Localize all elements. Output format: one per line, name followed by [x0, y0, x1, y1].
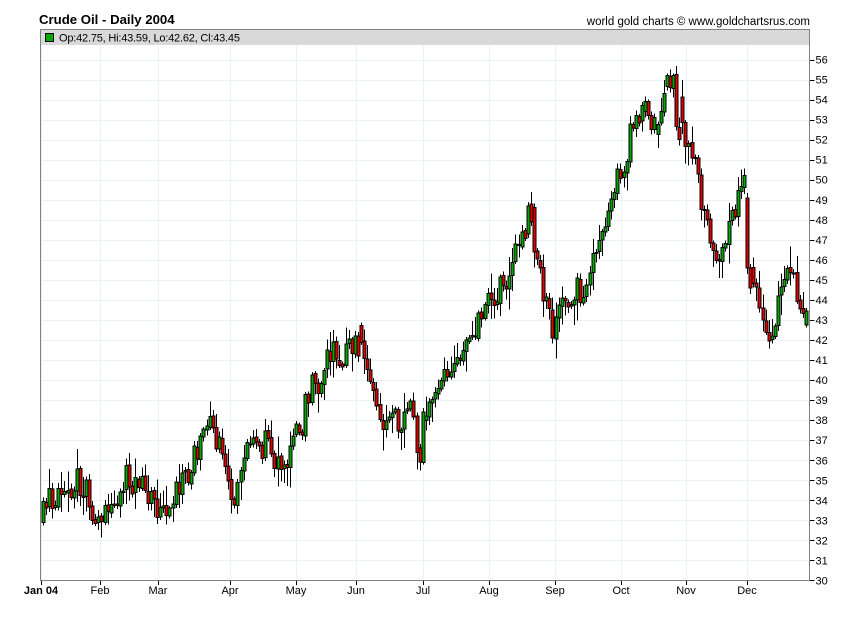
svg-text:Nov: Nov: [676, 585, 696, 597]
svg-text:Jul: Jul: [416, 585, 430, 597]
svg-text:Aug: Aug: [479, 585, 499, 597]
svg-text:56: 56: [816, 55, 828, 67]
svg-text:40: 40: [816, 375, 828, 387]
svg-text:35: 35: [816, 475, 828, 487]
svg-text:38: 38: [816, 415, 828, 427]
svg-text:Mar: Mar: [149, 585, 168, 597]
svg-text:50: 50: [816, 175, 828, 187]
svg-text:Sep: Sep: [545, 585, 565, 597]
svg-text:Crude Oil - Daily 2004: Crude Oil - Daily 2004: [39, 12, 175, 27]
svg-text:May: May: [286, 585, 307, 597]
svg-text:52: 52: [816, 135, 828, 147]
svg-text:31: 31: [816, 556, 828, 568]
svg-text:49: 49: [816, 195, 828, 207]
svg-text:41: 41: [816, 355, 828, 367]
svg-text:Feb: Feb: [91, 585, 110, 597]
svg-text:33: 33: [816, 515, 828, 527]
svg-text:47: 47: [816, 235, 828, 247]
svg-text:42: 42: [816, 335, 828, 347]
svg-text:30: 30: [816, 576, 828, 588]
svg-text:Op:42.75, Hi:43.59, Lo:42.62,: Op:42.75, Hi:43.59, Lo:42.62, Cl:43.45: [59, 33, 240, 45]
svg-text:34: 34: [816, 495, 828, 507]
svg-text:39: 39: [816, 395, 828, 407]
svg-text:Jan 04: Jan 04: [24, 585, 59, 597]
svg-text:37: 37: [816, 435, 828, 447]
svg-text:55: 55: [816, 75, 828, 87]
svg-text:36: 36: [816, 455, 828, 467]
svg-text:Dec: Dec: [737, 585, 757, 597]
svg-text:48: 48: [816, 215, 828, 227]
svg-text:46: 46: [816, 255, 828, 267]
svg-text:45: 45: [816, 275, 828, 287]
svg-text:54: 54: [816, 95, 828, 107]
svg-text:53: 53: [816, 115, 828, 127]
svg-text:51: 51: [816, 155, 828, 167]
svg-text:32: 32: [816, 535, 828, 547]
svg-text:world gold charts © www.goldch: world gold charts © www.goldchartsrus.co…: [586, 16, 810, 28]
svg-text:Oct: Oct: [612, 585, 629, 597]
svg-text:44: 44: [816, 295, 828, 307]
svg-text:Jun: Jun: [347, 585, 365, 597]
svg-text:Apr: Apr: [221, 585, 238, 597]
svg-text:43: 43: [816, 315, 828, 327]
